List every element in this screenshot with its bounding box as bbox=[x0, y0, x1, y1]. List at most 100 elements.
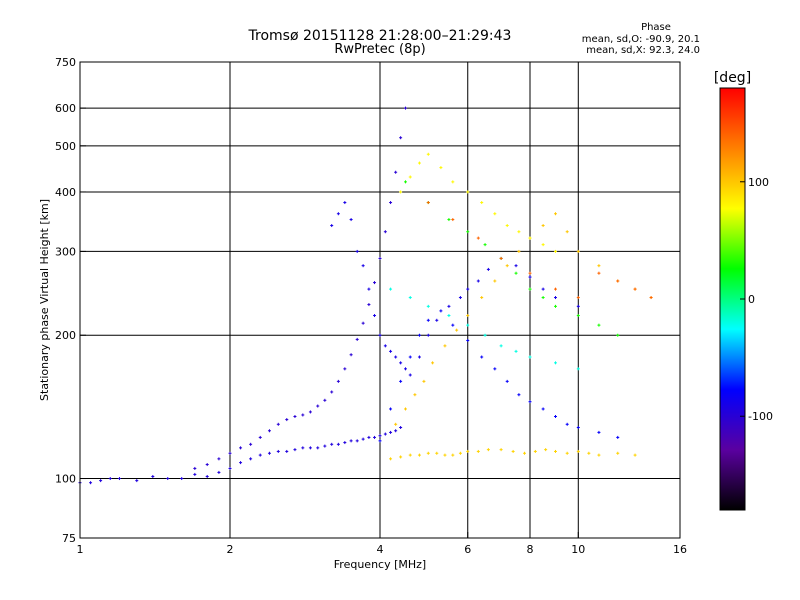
data-point-s0-36 bbox=[399, 425, 403, 429]
y-axis-label: Stationary phase Virtual Height [km] bbox=[38, 199, 51, 401]
data-point-s2-15 bbox=[417, 355, 421, 359]
x-tick-label-6: 16 bbox=[673, 543, 687, 556]
data-point-s4-9 bbox=[466, 449, 470, 453]
y-tick-label-2: 200 bbox=[55, 329, 76, 342]
data-point-s2-14 bbox=[408, 373, 412, 377]
data-point-s0-19 bbox=[293, 448, 297, 452]
data-point-s9-8 bbox=[616, 279, 620, 283]
data-point-s8-10 bbox=[576, 367, 580, 371]
data-point-s3-8 bbox=[466, 338, 470, 342]
data-point-s5-15 bbox=[565, 230, 569, 234]
data-point-s1-26 bbox=[394, 170, 398, 174]
data-point-s5-16 bbox=[576, 249, 580, 253]
data-point-s4-13 bbox=[511, 449, 515, 453]
data-point-s0-11 bbox=[217, 470, 221, 474]
colorbar-tick-label-0: -100 bbox=[748, 410, 773, 423]
data-point-s1-3 bbox=[228, 451, 232, 455]
x-axis-ticks: 1 2 4 6 8 10 16 bbox=[77, 532, 687, 556]
stats-x-mode: mean, sd,X: 92.3, 24.0 bbox=[586, 45, 700, 56]
data-point-s0-32 bbox=[378, 434, 382, 438]
data-point-s8-7 bbox=[514, 349, 518, 353]
x-tick-label-1: 2 bbox=[227, 543, 234, 556]
data-point-s9-10 bbox=[649, 296, 653, 300]
data-point-s6-5 bbox=[451, 180, 455, 184]
data-point-s1-14 bbox=[323, 398, 327, 402]
data-point-s0-18 bbox=[285, 449, 289, 453]
data-point-s5-8 bbox=[480, 296, 484, 300]
data-point-s1-6 bbox=[258, 435, 262, 439]
data-point-s2-11 bbox=[394, 355, 398, 359]
data-point-s2-8 bbox=[378, 333, 382, 337]
data-point-s1-12 bbox=[308, 410, 312, 414]
data-point-s8-3 bbox=[447, 314, 451, 318]
data-point-s8-6 bbox=[499, 344, 503, 348]
data-point-s6-12 bbox=[541, 243, 545, 247]
data-point-s9-4 bbox=[528, 271, 532, 275]
data-point-s1-9 bbox=[285, 418, 289, 422]
data-point-s4-2 bbox=[408, 453, 412, 457]
y-tick-label-0: 75 bbox=[62, 532, 76, 545]
data-point-s0-6 bbox=[151, 474, 155, 478]
chart-title: Tromsø 20151128 21:28:00–21:29:43 bbox=[248, 28, 512, 44]
data-point-s5-13 bbox=[541, 224, 545, 228]
data-point-s3-5 bbox=[426, 318, 430, 322]
data-point-s0-31 bbox=[373, 435, 377, 439]
data-point-s8-5 bbox=[483, 333, 487, 337]
data-point-s3-6 bbox=[439, 309, 443, 313]
data-point-s3-12 bbox=[517, 393, 521, 397]
data-point-s7-12 bbox=[616, 333, 620, 337]
data-point-s8-9 bbox=[553, 361, 557, 365]
data-point-s2-7 bbox=[373, 314, 377, 318]
data-point-s0-22 bbox=[316, 446, 320, 450]
data-point-s0-16 bbox=[267, 451, 271, 455]
y-axis-ticks: 75 100 200 300 400 500 600 750 bbox=[55, 56, 86, 545]
data-point-s4-14 bbox=[523, 451, 527, 455]
data-point-s2-25 bbox=[528, 275, 532, 279]
data-point-s4-21 bbox=[597, 453, 601, 457]
data-point-s4-11 bbox=[486, 448, 490, 452]
data-point-s4-10 bbox=[476, 449, 480, 453]
data-point-s3-15 bbox=[553, 414, 557, 418]
data-point-s1-11 bbox=[301, 413, 305, 417]
data-point-s6-10 bbox=[517, 230, 521, 234]
data-point-s3-7 bbox=[451, 323, 455, 327]
data-point-s0-34 bbox=[389, 430, 393, 434]
data-point-s2-3 bbox=[349, 218, 353, 222]
data-point-s6-3 bbox=[426, 152, 430, 156]
data-point-s7-0 bbox=[403, 180, 407, 184]
data-point-s0-9 bbox=[193, 472, 197, 476]
colorbar-tick-label-2: 100 bbox=[748, 176, 769, 189]
data-point-s0-23 bbox=[323, 444, 327, 448]
data-point-s9-9 bbox=[633, 287, 637, 291]
data-point-s2-22 bbox=[486, 267, 490, 271]
data-point-s1-2 bbox=[217, 457, 221, 461]
data-point-s0-12 bbox=[228, 466, 232, 470]
data-point-s0-33 bbox=[383, 432, 387, 436]
data-point-s5-6 bbox=[455, 328, 459, 332]
data-point-s5-0 bbox=[394, 422, 398, 426]
data-point-s1-25 bbox=[389, 201, 393, 205]
data-point-s1-20 bbox=[361, 321, 365, 325]
data-point-s3-10 bbox=[493, 367, 497, 371]
data-point-s8-2 bbox=[426, 304, 430, 308]
data-point-s3-2 bbox=[399, 379, 403, 383]
data-point-s0-14 bbox=[249, 457, 253, 461]
data-point-s2-4 bbox=[355, 249, 359, 253]
stats-heading: Phase bbox=[641, 22, 671, 33]
data-point-s3-16 bbox=[565, 422, 569, 426]
data-point-s0-4 bbox=[117, 477, 121, 481]
data-point-s1-21 bbox=[367, 303, 371, 307]
data-point-s9-6 bbox=[576, 296, 580, 300]
data-point-s0-25 bbox=[336, 442, 340, 446]
data-point-s4-15 bbox=[533, 449, 537, 453]
data-point-s9-1 bbox=[451, 218, 455, 222]
data-point-s0-26 bbox=[343, 441, 347, 445]
data-point-s2-1 bbox=[336, 212, 340, 216]
data-point-s4-0 bbox=[389, 457, 393, 461]
data-point-s4-12 bbox=[499, 448, 503, 452]
y-tick-label-5: 500 bbox=[55, 140, 76, 153]
data-point-s5-7 bbox=[466, 314, 470, 318]
data-point-s6-8 bbox=[493, 212, 497, 216]
data-point-s5-2 bbox=[413, 393, 417, 397]
data-point-s0-21 bbox=[308, 446, 312, 450]
